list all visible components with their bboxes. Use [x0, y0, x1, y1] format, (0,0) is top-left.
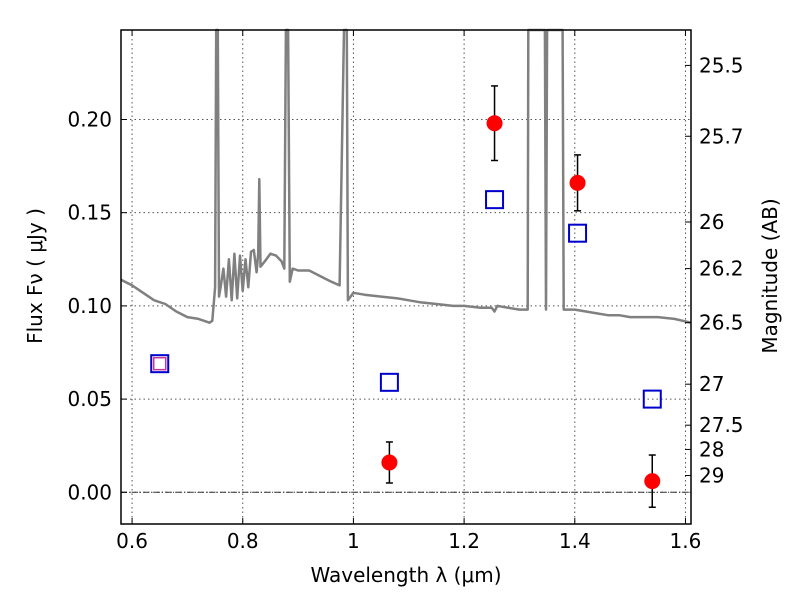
model-photometry-series: [150, 190, 662, 409]
right-tick-label: 25.7: [699, 124, 744, 148]
right-tick-label: 27.5: [699, 413, 744, 437]
x-axis-ticks: 0.6 0.8 1 1.2 1.4 1.6: [116, 30, 701, 553]
x-axis-title: Wavelength λ (μm): [310, 563, 501, 587]
model-photometry-square: [568, 223, 588, 243]
observed-point: [569, 174, 586, 191]
y-tick-label: 0.20: [67, 107, 112, 131]
observed-photometry-series: [381, 85, 661, 508]
observed-point: [644, 473, 661, 490]
right-tick-label: 25.5: [699, 53, 744, 77]
model-photometry-square: [150, 354, 170, 374]
y-tick-label: 0.15: [67, 201, 112, 225]
right-magnitude-axis-ticks: 25.5 25.7 26 26.2 26.5 27 27.528 29: [685, 53, 744, 488]
y-tick-label: 0.10: [67, 294, 112, 318]
right-tick-label: 28: [699, 437, 724, 461]
right-tick-label: 27: [699, 372, 724, 396]
right-tick-label: 26.5: [699, 311, 744, 335]
y-tick-label: 0.00: [67, 480, 112, 504]
model-photometry-square: [379, 372, 399, 392]
y-axis-title: Flux Fν ( μJy ): [23, 208, 47, 344]
model-sed-line-group: [120, 28, 692, 324]
x-tick-label: 1: [347, 529, 360, 553]
y-axis-ticks: 0.00 0.05 0.10 0.15 0.20: [67, 107, 127, 504]
right-tick-label: 26: [699, 210, 724, 234]
grid: [121, 30, 691, 524]
x-tick-label: 0.6: [116, 529, 148, 553]
right-axis-title: Magnitude (AB): [758, 198, 782, 353]
model-photometry-square: [485, 190, 505, 210]
observed-point: [486, 115, 503, 132]
plot-frame: [120, 29, 692, 525]
right-tick-label: 26.2: [699, 257, 744, 281]
model-photometry-square-inner: [152, 356, 167, 371]
model-photometry-square: [642, 389, 662, 409]
x-tick-label: 0.8: [227, 529, 259, 553]
observed-point: [381, 454, 398, 471]
model-sed-line: [120, 28, 692, 324]
y-tick-label: 0.05: [67, 387, 112, 411]
x-tick-label: 1.2: [448, 529, 480, 553]
x-tick-label: 1.6: [670, 529, 702, 553]
right-tick-label: 29: [699, 464, 724, 488]
x-tick-label: 1.4: [559, 529, 591, 553]
